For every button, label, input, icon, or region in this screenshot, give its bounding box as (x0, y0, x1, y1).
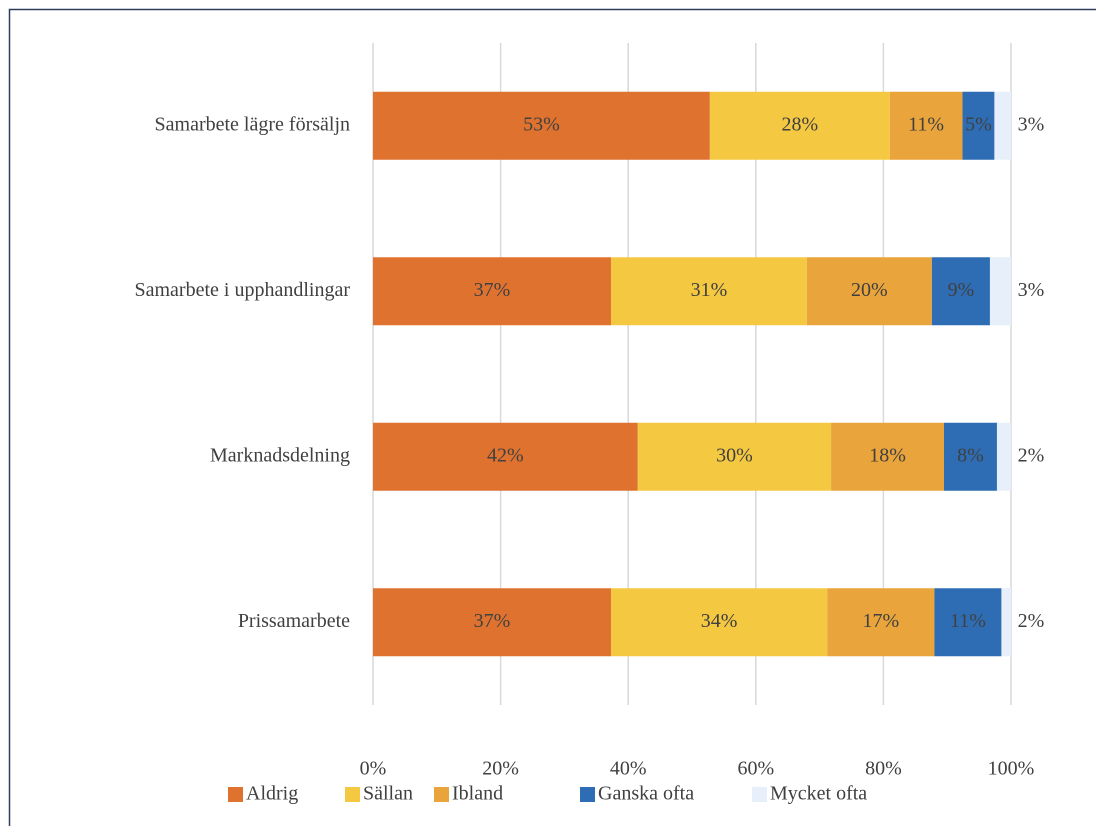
data-label: 11% (950, 610, 986, 632)
legend-swatch (752, 787, 767, 802)
data-label: 11% (908, 113, 944, 135)
legend-swatch (434, 787, 449, 802)
x-tick-label: 80% (865, 758, 902, 780)
legend-label: Aldrig (246, 783, 298, 805)
y-tick-label: Prissamarbete (238, 610, 350, 632)
bar-segment (373, 91, 710, 160)
x-tick-label: 40% (610, 758, 647, 780)
bar-segment (610, 588, 828, 657)
bar-segment (373, 422, 638, 491)
y-tick-label: Marknadsdelning (210, 444, 350, 466)
bar-segment (989, 257, 1011, 326)
data-label: 37% (474, 279, 511, 301)
x-tick-label: 100% (988, 758, 1035, 780)
x-tick-label: 60% (737, 758, 774, 780)
data-label: 53% (523, 113, 560, 135)
y-tick-label: Samarbete lägre försäljn (155, 113, 350, 135)
bar-segment (1001, 588, 1011, 657)
bar-segment (889, 91, 963, 160)
data-label: 20% (851, 279, 888, 301)
legend-label: Ganska ofta (598, 783, 694, 805)
bar-segment (831, 422, 945, 491)
bar-segment (637, 422, 832, 491)
bar-segment (994, 91, 1011, 160)
bar-segment (962, 91, 995, 160)
legend-swatch (580, 787, 595, 802)
data-label: 34% (701, 610, 738, 632)
bar-segment (944, 422, 997, 491)
x-tick-label: 20% (482, 758, 519, 780)
data-label: 5% (965, 113, 992, 135)
data-label: 3% (1018, 279, 1045, 301)
bar-segment (934, 588, 1002, 657)
y-tick-label: Samarbete i upphandlingar (135, 279, 351, 301)
data-label: 42% (487, 444, 524, 466)
bar-segment (931, 257, 990, 326)
data-label: 17% (863, 610, 900, 632)
data-label: 30% (716, 444, 753, 466)
legend-swatch (345, 787, 360, 802)
bar-segment (827, 588, 935, 657)
legend-swatch (228, 787, 243, 802)
data-label: 8% (957, 444, 984, 466)
data-label: 9% (948, 279, 975, 301)
bar-segment (373, 588, 611, 657)
legend-label: Sällan (363, 783, 413, 805)
x-tick-label: 0% (360, 758, 387, 780)
data-label: 37% (474, 610, 511, 632)
data-label: 2% (1018, 610, 1045, 632)
data-label: 3% (1018, 113, 1045, 135)
bar-segment (373, 257, 611, 326)
legend-label: Ibland (452, 783, 503, 805)
bar-segment (610, 257, 807, 326)
data-label: 2% (1018, 444, 1045, 466)
data-label: 31% (691, 279, 728, 301)
bar-segment (709, 91, 890, 160)
legend-label: Mycket ofta (770, 783, 867, 805)
data-label: 18% (869, 444, 906, 466)
bar-segment (996, 422, 1011, 491)
bar-segment (806, 257, 932, 326)
data-label: 28% (781, 113, 818, 135)
